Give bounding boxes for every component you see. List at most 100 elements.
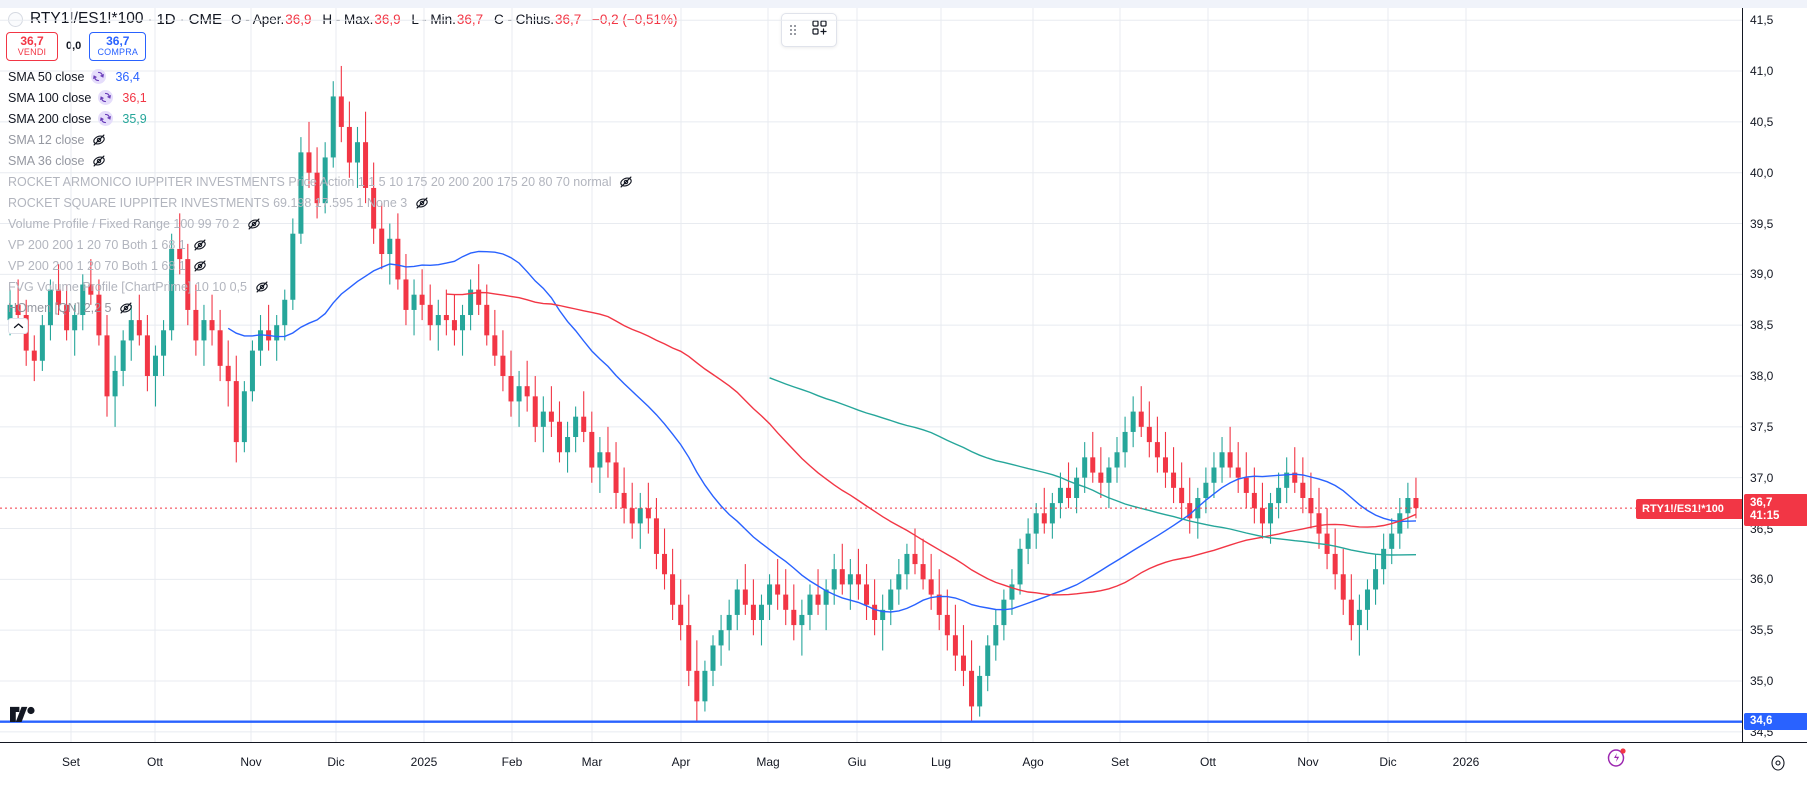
legend-row[interactable]: VP 200 200 1 20 70 Both 1 68 1 (8, 234, 634, 255)
legend-item-value: 36,1 (122, 90, 147, 105)
hidden-eye-icon[interactable] (91, 153, 106, 168)
hidden-eye-icon[interactable] (414, 195, 429, 210)
ohlc-high-label: H - Max. (322, 11, 374, 27)
price-axis[interactable]: 41,5 41,0 40,5 40,0 39,5 39,0 38,5 38,0 37,5 37,0… (1742, 8, 1807, 742)
time-tick-label: 2026 (1452, 755, 1480, 769)
axis-settings-icon[interactable] (1770, 755, 1786, 771)
buy-label: COMPRA (97, 46, 139, 57)
chevron-up-icon (13, 323, 23, 329)
time-tick-label: Set (1110, 755, 1130, 769)
legend-row[interactable]: HOmen [QN] 2,2 5 (8, 297, 634, 318)
ohlc-open-value: 36,9 (285, 11, 312, 27)
ohlc-close-label: C - Chius. (493, 11, 554, 27)
time-tick-label: Giu (847, 755, 867, 769)
price-tick-label: 35,5 (1750, 623, 1774, 638)
indicator-legend: SMA 50 close 36,4 SMA 100 close 36,1 SMA 200… (8, 66, 634, 318)
hidden-eye-icon[interactable] (193, 237, 208, 252)
floating-drawing-toolbar[interactable] (781, 13, 837, 47)
visibility-toggle-icon[interactable] (91, 69, 107, 84)
sell-button[interactable]: 36,7 VENDI (6, 31, 58, 61)
hidden-eye-icon[interactable] (619, 174, 634, 189)
time-tick-label: Ott (146, 755, 164, 769)
time-tick-label: Nov (1297, 755, 1319, 769)
legend-item-name: VP 200 200 1 20 70 Both 1 68 1 (8, 258, 186, 273)
legend-row[interactable]: SMA 200 close 35,9 (8, 108, 634, 129)
chart-header: RTY1!/ES1!*100 · 1D · CME O - Aper.36,9 … (0, 8, 678, 30)
legend-item-value: 36,4 (115, 69, 140, 84)
drag-grip-icon[interactable] (789, 25, 796, 35)
price-tick-label: 40,5 (1750, 114, 1774, 129)
legend-item-name: ROCKET ARMONICO IUPPITER INVESTMENTS Pri… (8, 174, 612, 189)
top-toolbar-strip (0, 0, 1807, 8)
time-tick-label: Apr (671, 755, 691, 769)
price-change: −0,2 (−0,51%) (592, 11, 678, 27)
price-tick-label: 39,5 (1750, 216, 1774, 231)
sell-label: VENDI (17, 46, 47, 57)
price-tick-label: 38,5 (1750, 318, 1774, 333)
legend-row[interactable]: SMA 36 close (8, 150, 634, 171)
support-level-tag[interactable]: 34,6 (1744, 712, 1807, 730)
legend-row[interactable]: SMA 100 close 36,1 (8, 87, 634, 108)
session-clock-icon[interactable] (1606, 746, 1628, 768)
last-price-tag[interactable]: 36,7 41:15 (1744, 494, 1807, 527)
objects-grid-icon[interactable] (811, 19, 828, 41)
price-line-symbol-label: RTY1!/ES1!*100 (1636, 499, 1742, 520)
symbol-title[interactable]: RTY1!/ES1!*100 (30, 10, 144, 27)
ohlc-close: C - Chius.36,7 (494, 12, 581, 27)
tradingview-logo-icon[interactable] (10, 705, 36, 729)
time-tick-label: Mag (756, 755, 780, 769)
ohlc-low: L - Min.36,7 (411, 12, 483, 27)
exchange-label: CME (188, 10, 222, 28)
ohlc-low-label: L - Min. (411, 11, 456, 27)
price-tick-label: 37,0 (1750, 470, 1774, 485)
chart-plot-area[interactable] (0, 8, 1742, 742)
ohlc-high: H - Max.36,9 (322, 12, 400, 27)
legend-row[interactable]: Volume Profile / Fixed Range 100 99 70 2 (8, 213, 634, 234)
legend-row[interactable]: SMA 12 close (8, 129, 634, 150)
hidden-eye-icon[interactable] (193, 258, 208, 273)
header-separator-1: · (147, 10, 153, 28)
ohlc-close-value: 36,7 (554, 11, 582, 27)
hidden-eye-icon[interactable] (254, 279, 269, 294)
visibility-toggle-icon[interactable] (98, 111, 114, 126)
legend-item-name: Volume Profile / Fixed Range 100 99 70 2 (8, 216, 240, 231)
legend-item-name: SMA 12 close (8, 132, 85, 147)
time-tick-label: Ott (1199, 755, 1217, 769)
price-tick-label: 40,0 (1750, 165, 1774, 180)
visibility-toggle-icon[interactable] (98, 90, 114, 105)
hidden-eye-icon[interactable] (119, 300, 134, 315)
time-axis[interactable]: Set Ott Nov Dic 2025 Feb Mar Apr Mag Giu Lug Ago Set… (0, 742, 1807, 801)
hidden-eye-icon[interactable] (246, 216, 261, 231)
ohlc-values: O - Aper.36,9 H - Max.36,9 L - Min.36,7 … (231, 12, 678, 27)
legend-row[interactable]: ROCKET SQUARE IUPPITER INVESTMENTS 69.19… (8, 192, 634, 213)
legend-item-name: SMA 50 close (8, 69, 85, 84)
time-tick-label: Nov (240, 755, 262, 769)
legend-row[interactable]: FVG Volume Profile [ChartPrime] 10 10 0,… (8, 276, 634, 297)
legend-collapse-button[interactable] (8, 318, 28, 334)
time-tick-label: 2025 (410, 755, 438, 769)
bar-countdown: 41:15 (1750, 510, 1780, 523)
buy-button[interactable]: 36,7 COMPRA (89, 31, 147, 61)
price-tick-label: 41,0 (1750, 64, 1774, 79)
legend-row[interactable]: ROCKET ARMONICO IUPPITER INVESTMENTS Pri… (8, 171, 634, 192)
buy-price: 36,7 (106, 33, 130, 48)
price-tick-label: 37,5 (1750, 419, 1774, 434)
legend-item-name: SMA 100 close (8, 90, 92, 105)
time-tick-label: Feb (501, 755, 523, 769)
price-tick-label: 35,0 (1750, 674, 1774, 688)
last-price-value: 36,7 (1750, 497, 1773, 510)
ohlc-high-value: 36,9 (374, 11, 401, 27)
time-tick-label: Set (61, 755, 81, 769)
time-tick-label: Dic (327, 755, 345, 769)
candlestick-chart (0, 8, 1742, 742)
legend-row[interactable]: VP 200 200 1 20 70 Both 1 68 1 (8, 255, 634, 276)
legend-row[interactable]: SMA 50 close 36,4 (8, 66, 634, 87)
time-tick-label: Dic (1379, 755, 1397, 769)
hidden-eye-icon[interactable] (91, 132, 106, 147)
time-tick-label: Ago (1022, 755, 1044, 769)
legend-item-value: 35,9 (122, 111, 147, 126)
legend-item-name: VP 200 200 1 20 70 Both 1 68 1 (8, 237, 186, 252)
timeframe-label[interactable]: 1D (156, 10, 176, 28)
header-separator-2: · (179, 10, 185, 28)
